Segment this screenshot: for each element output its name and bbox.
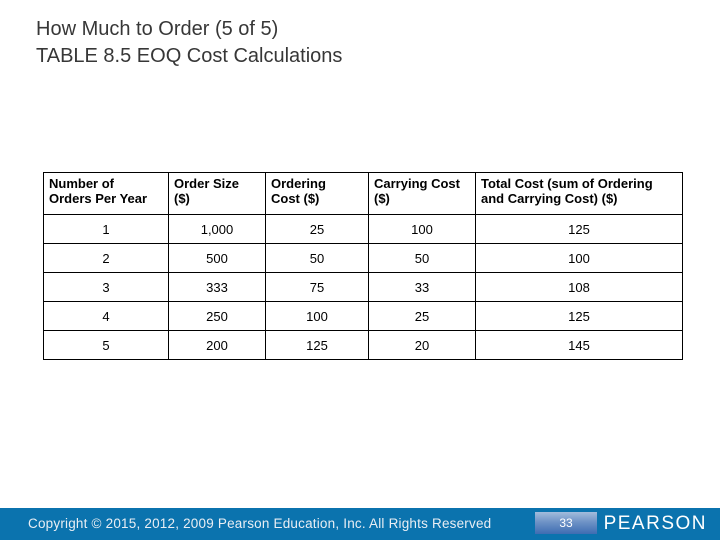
cell-carrying-cost: 100 xyxy=(368,214,476,244)
cell-order-size: 200 xyxy=(168,330,266,360)
col-header-ordering-cost: Ordering Cost ($) xyxy=(265,172,369,215)
copyright-text: Copyright © 2015, 2012, 2009 Pearson Edu… xyxy=(28,516,492,531)
cell-order-size: 500 xyxy=(168,243,266,273)
table-row: 1 1,000 25 100 125 xyxy=(43,214,683,244)
cell-order-size: 250 xyxy=(168,301,266,331)
slide-title-line2: TABLE 8.5 EOQ Cost Calculations xyxy=(36,45,343,67)
cell-ordering-cost: 50 xyxy=(265,243,369,273)
cell-orders: 4 xyxy=(43,301,169,331)
cell-orders: 2 xyxy=(43,243,169,273)
cell-total-cost: 145 xyxy=(475,330,683,360)
col-header-order-size: Order Size ($) xyxy=(168,172,266,215)
slide-title-line1: How Much to Order (5 of 5) xyxy=(36,18,279,40)
cell-orders: 1 xyxy=(43,214,169,244)
table-row: 2 500 50 50 100 xyxy=(43,243,683,273)
cell-orders: 3 xyxy=(43,272,169,302)
cell-total-cost: 100 xyxy=(475,243,683,273)
col-header-orders-per-year: Number of Orders Per Year xyxy=(43,172,169,215)
col-header-total-cost: Total Cost (sum of Ordering and Carrying… xyxy=(475,172,683,215)
cell-ordering-cost: 125 xyxy=(265,330,369,360)
cell-total-cost: 108 xyxy=(475,272,683,302)
cell-total-cost: 125 xyxy=(475,301,683,331)
col-header-carrying-cost: Carrying Cost ($) xyxy=(368,172,476,215)
table-row: 5 200 125 20 145 xyxy=(43,330,683,360)
cell-order-size: 1,000 xyxy=(168,214,266,244)
eoq-cost-table: Number of Orders Per Year Order Size ($)… xyxy=(43,172,683,360)
slide-title: How Much to Order (5 of 5) TABLE 8.5 EOQ… xyxy=(36,16,342,70)
cell-carrying-cost: 25 xyxy=(368,301,476,331)
cell-orders: 5 xyxy=(43,330,169,360)
table-row: 4 250 100 25 125 xyxy=(43,301,683,331)
cell-order-size: 333 xyxy=(168,272,266,302)
cell-carrying-cost: 50 xyxy=(368,243,476,273)
cell-ordering-cost: 100 xyxy=(265,301,369,331)
table-header-row: Number of Orders Per Year Order Size ($)… xyxy=(43,172,683,215)
table-row: 3 333 75 33 108 xyxy=(43,272,683,302)
cell-total-cost: 125 xyxy=(475,214,683,244)
pearson-logo: PEARSON xyxy=(603,513,707,534)
cell-ordering-cost: 75 xyxy=(265,272,369,302)
cell-ordering-cost: 25 xyxy=(265,214,369,244)
cell-carrying-cost: 20 xyxy=(368,330,476,360)
page-number-badge: 33 xyxy=(535,512,597,534)
cell-carrying-cost: 33 xyxy=(368,272,476,302)
footer-bar: Copyright © 2015, 2012, 2009 Pearson Edu… xyxy=(0,508,720,540)
